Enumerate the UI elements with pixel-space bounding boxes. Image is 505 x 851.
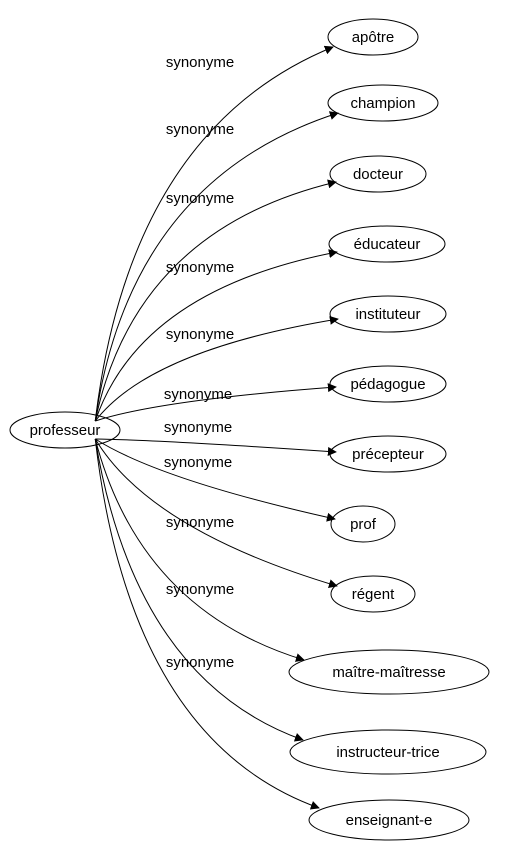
node-label-pedagogue: pédagogue bbox=[350, 376, 425, 393]
node-label-regent: régent bbox=[352, 586, 395, 603]
node-label-root: professeur bbox=[30, 422, 101, 439]
edge-maitre bbox=[95, 439, 304, 660]
edge-label-maitre: synonyme bbox=[166, 581, 234, 598]
node-label-maitre: maître-maîtresse bbox=[332, 664, 445, 681]
edge-label-educateur: synonyme bbox=[166, 259, 234, 276]
edge-label-instituteur: synonyme bbox=[166, 326, 234, 343]
edge-precepteur bbox=[95, 439, 336, 452]
node-prof: prof bbox=[331, 506, 395, 542]
node-label-precepteur: précepteur bbox=[352, 446, 424, 463]
node-docteur: docteur bbox=[330, 156, 426, 192]
node-label-instituteur: instituteur bbox=[355, 306, 420, 323]
node-pedagogue: pédagogue bbox=[330, 366, 446, 402]
edge-enseignant bbox=[95, 439, 319, 808]
edge-label-precepteur: synonyme bbox=[164, 419, 232, 436]
node-instructeur: instructeur-trice bbox=[290, 730, 486, 774]
node-instituteur: instituteur bbox=[330, 296, 446, 332]
node-maitre: maître-maîtresse bbox=[289, 650, 489, 694]
node-precepteur: précepteur bbox=[330, 436, 446, 472]
node-label-instructeur: instructeur-trice bbox=[336, 744, 439, 761]
edge-label-champion: synonyme bbox=[166, 121, 234, 138]
synonym-diagram: synonyme synonyme synonyme synonyme synonyme… bbox=[0, 0, 505, 851]
edge-label-pedagogue: synonyme bbox=[164, 386, 232, 403]
node-label-educateur: éducateur bbox=[354, 236, 421, 253]
edge-label-docteur: synonyme bbox=[166, 190, 234, 207]
node-label-champion: champion bbox=[350, 95, 415, 112]
node-regent: régent bbox=[331, 576, 415, 612]
node-educateur: éducateur bbox=[329, 226, 445, 262]
node-enseignant: enseignant-e bbox=[309, 800, 469, 840]
node-label-enseignant: enseignant-e bbox=[346, 812, 433, 829]
edge-label-regent: synonyme bbox=[166, 514, 234, 531]
edge-label-prof: synonyme bbox=[164, 454, 232, 471]
node-apotre: apôtre bbox=[328, 19, 418, 55]
edge-label-apotre: synonyme bbox=[166, 54, 234, 71]
node-champion: champion bbox=[328, 85, 438, 121]
node-root: professeur bbox=[10, 412, 120, 448]
edge-prof bbox=[95, 439, 335, 519]
node-label-docteur: docteur bbox=[353, 166, 403, 183]
edge-label-instructeur: synonyme bbox=[166, 654, 234, 671]
node-label-apotre: apôtre bbox=[352, 29, 395, 46]
node-label-prof: prof bbox=[350, 516, 377, 533]
